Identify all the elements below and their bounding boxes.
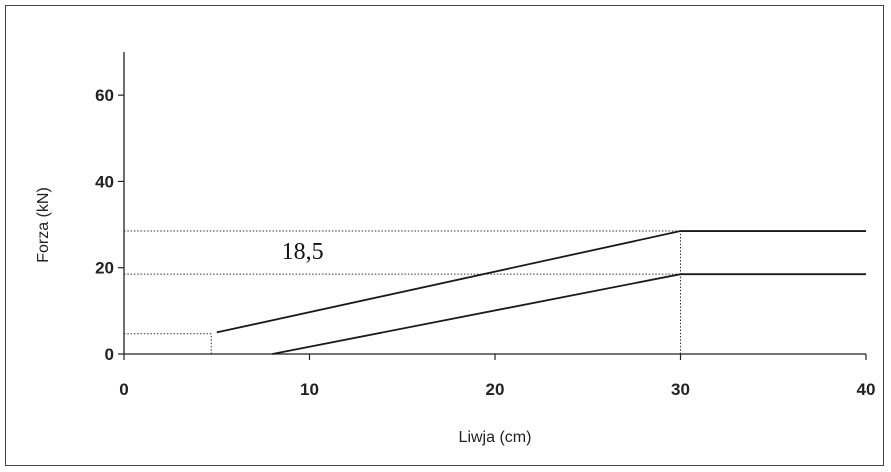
series-lines <box>216 230 866 355</box>
x-tick-label: 30 <box>671 380 690 399</box>
x-axis-title: Liwja (cm) <box>459 429 532 446</box>
y-tick-label: 60 <box>95 86 114 105</box>
labels: Liwja (cm) Forza (kN) 18,5 <box>35 187 531 446</box>
reference-lines <box>124 230 681 354</box>
x-tick-label: 40 <box>857 380 876 399</box>
x-tick-label: 20 <box>486 380 505 399</box>
y-tick-label: 0 <box>105 345 114 364</box>
x-tick-label: 10 <box>300 380 319 399</box>
y-tick-label: 20 <box>95 259 114 278</box>
series-line <box>216 230 866 334</box>
y-tick-label: 40 <box>95 172 114 191</box>
series-line <box>272 273 866 355</box>
value-annotation: 18,5 <box>282 239 324 265</box>
chart-frame <box>5 5 884 466</box>
y-axis-title: Forza (kN) <box>35 187 52 263</box>
x-tick-label: 0 <box>119 380 128 399</box>
axes: 0 20 40 60 0 10 20 30 40 <box>95 52 875 399</box>
